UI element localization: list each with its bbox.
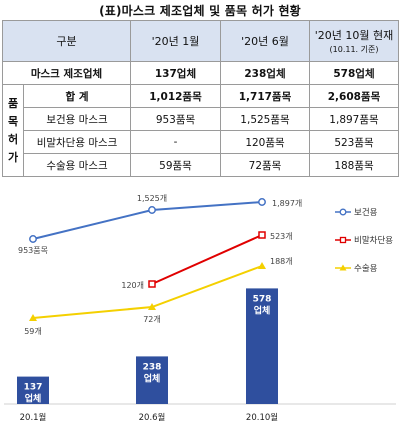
table-cell: 1,717품목 — [220, 84, 310, 108]
legend-marker — [339, 208, 347, 216]
series-line-2 — [151, 234, 263, 285]
table-row: 마스크 제조업체 137업체 238업체 578업체 — [2, 61, 399, 85]
row-label: 비말차단용 마스크 — [23, 130, 131, 154]
header-col3-note: (10.11. 기준) — [329, 45, 379, 54]
legend-label: 보건용 — [354, 207, 378, 218]
side-label-permits: 품 목 허 가 — [2, 84, 24, 177]
legend-marker — [339, 236, 347, 244]
data-point — [148, 280, 156, 288]
table-cell: 953품목 — [130, 107, 221, 131]
header-col2: '20년 6월 — [220, 20, 310, 62]
bar-label: 578 업체 — [253, 294, 272, 316]
data-point — [148, 303, 156, 310]
table-row: 수술용 마스크 59품목 72품목 188품목 — [3, 153, 399, 177]
legend-marker — [339, 264, 347, 271]
data-label: 72개 — [143, 314, 161, 324]
table-cell: 1,525품목 — [220, 107, 310, 131]
table-cell: 523품목 — [309, 130, 399, 154]
header-category: 구분 — [2, 20, 131, 62]
bar — [136, 356, 168, 404]
table-row: 보건용 마스크 953품목 1,525품목 1,897품목 — [3, 107, 399, 131]
bar — [246, 288, 278, 404]
x-tick-label: 20.10월 — [246, 412, 278, 423]
legend-label: 비말차단용 — [354, 235, 393, 246]
row-label: 마스크 제조업체 — [2, 61, 131, 85]
x-tick-label: 20.1월 — [20, 412, 47, 423]
bar-label: 137 업체 — [24, 383, 43, 405]
series-line-1 — [32, 201, 263, 240]
bar-label: 238 업체 — [143, 362, 162, 384]
row-label: 합 계 — [23, 84, 131, 108]
data-label: 953품목 — [18, 246, 48, 255]
table-cell: 1,012품목 — [130, 84, 221, 108]
table-cell: 238업체 — [220, 61, 310, 85]
table-cell: - — [130, 130, 221, 154]
table-cell: 1,897품목 — [309, 107, 399, 131]
data-point — [258, 198, 266, 206]
table-cell: 120품목 — [220, 130, 310, 154]
table-cell: 2,608품목 — [309, 84, 399, 108]
data-label: 188개 — [270, 256, 293, 266]
table-cell: 72품목 — [220, 153, 310, 177]
x-tick-label: 20.6월 — [139, 412, 166, 423]
header-col3-label: '20년 10월 현재 — [314, 29, 394, 42]
legend-label: 수술용 — [354, 264, 378, 274]
table-row: 품 목 허 가 합 계 1,012품목 1,717품목 2,608품목 — [2, 84, 399, 177]
data-point — [29, 235, 37, 243]
data-label: 1,525개 — [137, 193, 167, 203]
data-point — [258, 262, 266, 269]
data-point — [148, 206, 156, 214]
table-cell: 137업체 — [130, 61, 221, 85]
data-label: 120개 — [121, 280, 144, 290]
table-header-row: 구분 '20년 1월 '20년 6월 '20년 10월 현재 (10.11. 기… — [2, 20, 399, 62]
data-label: 59개 — [24, 326, 42, 336]
permit-table: 구분 '20년 1월 '20년 6월 '20년 10월 현재 (10.11. 기… — [2, 20, 399, 177]
data-label: 1,897개 — [272, 198, 302, 208]
data-point — [258, 231, 266, 239]
page-title: (표)마스크 제조업체 및 품목 허가 현황 — [99, 4, 301, 18]
header-col3: '20년 10월 현재 (10.11. 기준) — [309, 20, 399, 62]
data-label: 523개 — [270, 231, 293, 241]
table-cell: 578업체 — [309, 61, 399, 85]
header-col1: '20년 1월 — [130, 20, 221, 62]
row-label: 수술용 마스크 — [23, 153, 131, 177]
data-point — [29, 314, 37, 321]
table-row: 비말차단용 마스크 - 120품목 523품목 — [3, 130, 399, 154]
table-cell: 188품목 — [309, 153, 399, 177]
table-cell: 59품목 — [130, 153, 221, 177]
row-label: 보건용 마스크 — [23, 107, 131, 131]
permit-chart: 137 업체 238 업체 578 업체 20.1월 20.6월 20.10월 953품목 1,52… — [4, 193, 396, 423]
series-line-3 — [32, 265, 263, 319]
bar — [17, 376, 49, 404]
